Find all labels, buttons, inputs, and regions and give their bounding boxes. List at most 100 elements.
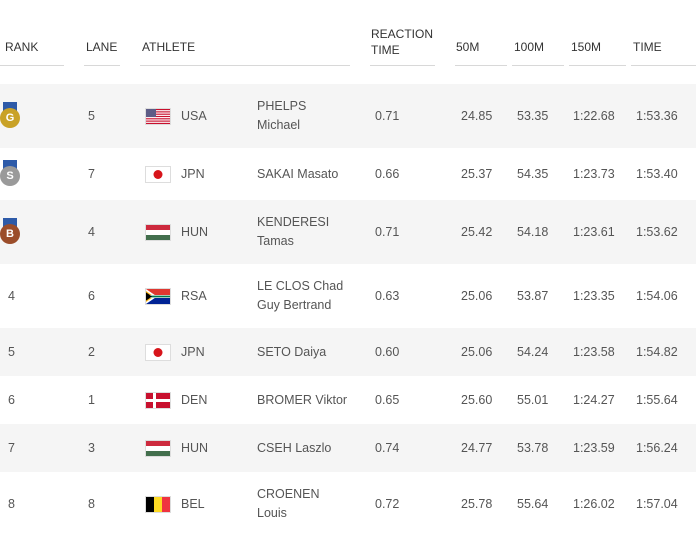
lane-cell: 8 [88,497,95,511]
header-divider [0,65,64,66]
rank-cell: 5 [8,345,15,359]
lane-cell: 6 [88,289,95,303]
split-150m-cell: 1:23.73 [573,167,615,181]
header-divider [569,65,626,66]
split-50m-cell: 25.78 [461,497,493,511]
table-row: 8 8 BEL CROENEN Louis 0.72 25.78 55.64 1:26.02 1:… [0,472,696,536]
header-divider [140,65,350,66]
flag-jpn-icon [145,166,171,183]
lane-cell: 1 [88,393,95,407]
athlete-name-line2: Louis [257,506,287,520]
col-time-header: TIME [633,40,662,54]
rank-cell: 6 [8,393,15,407]
split-100m-cell: 54.24 [517,345,549,359]
athlete-name-line1: CROENEN [257,487,320,501]
split-50m-cell: 25.06 [461,289,493,303]
medal-ribbon-icon [3,102,17,111]
flag-den-icon [145,392,171,409]
lane-cell: 5 [88,109,95,123]
rank-cell: 8 [8,497,15,511]
rank-cell: 4 [8,289,15,303]
col-100m-header: 100M [514,40,545,54]
medal-icon: S [0,166,20,186]
header-divider [512,65,564,66]
table-row: B 4 HUN KENDERESI Tamas 0.71 25.42 54.18 1:23.61… [0,200,696,264]
flag-jpn-icon [145,344,171,361]
header-divider [455,65,507,66]
split-50m-cell: 25.06 [461,345,493,359]
col-reaction-header-line1: REACTION [371,27,434,41]
table-row: 4 6 RSA LE CLOS Chad Guy Bertrand 0.63 25.06 53… [0,264,696,328]
split-150m-cell: 1:23.61 [573,225,615,239]
country-code-cell: JPN [181,345,205,359]
athlete-name: BROMER Viktor [257,393,348,407]
final-time-cell: 1:53.36 [636,109,678,123]
country-code-cell: HUN [181,225,209,239]
lane-cell: 2 [88,345,95,359]
header-divider [84,65,120,66]
split-100m-cell: 53.78 [517,441,549,455]
split-100m-cell: 54.18 [517,225,549,239]
split-150m-cell: 1:23.35 [573,289,615,303]
table-row: 7 3 HUN CSEH Laszlo 0.74 24.77 53.78 1:23.59 1:5… [0,424,696,472]
lane-cell: 3 [88,441,95,455]
reaction-time-cell: 0.63 [375,289,400,303]
flag-usa-icon [145,108,171,125]
split-150m-cell: 1:24.27 [573,393,615,407]
final-time-cell: 1:53.62 [636,225,678,239]
results-table-header: RANK LANE ATHLETE REACTION TIME 50M 100M… [0,0,696,66]
reaction-time-cell: 0.71 [375,109,400,123]
split-50m-cell: 25.42 [461,225,493,239]
flag-hun-icon [145,224,171,241]
rank-cell: 7 [8,441,15,455]
col-rank-header: RANK [5,40,39,54]
reaction-time-cell: 0.66 [375,167,400,181]
athlete-name-line1: KENDERESI [257,215,330,229]
athlete-name: CSEH Laszlo [257,441,332,455]
athlete-name-line2: Guy Bertrand [257,298,332,312]
lane-cell: 4 [88,225,95,239]
country-code-cell: USA [181,109,207,123]
athlete-name-line2: Tamas [257,234,294,248]
country-code-cell: HUN [181,441,209,455]
reaction-time-cell: 0.74 [375,441,400,455]
split-150m-cell: 1:26.02 [573,497,615,511]
flag-bel-icon [145,496,171,513]
athlete-name-line1: PHELPS [257,99,307,113]
split-100m-cell: 55.64 [517,497,549,511]
medal-ribbon-icon [3,160,17,169]
split-50m-cell: 25.60 [461,393,493,407]
final-time-cell: 1:54.82 [636,345,678,359]
reaction-time-cell: 0.72 [375,497,400,511]
col-50m-header: 50M [456,40,480,54]
table-row: 6 1 DEN BROMER Viktor 0.65 25.60 55.01 1:24.27 1… [0,376,696,424]
col-athlete-header: ATHLETE [142,40,196,54]
athlete-name: SAKAI Masato [257,167,339,181]
country-code-cell: JPN [181,167,205,181]
split-100m-cell: 55.01 [517,393,549,407]
split-50m-cell: 25.37 [461,167,493,181]
col-reaction-header-line2: TIME [371,43,400,57]
split-150m-cell: 1:23.59 [573,441,615,455]
table-row: G 5 USA PHELPS Michael 0.71 24.85 53.35 1:22.68 1… [0,84,696,148]
final-time-cell: 1:53.40 [636,167,678,181]
final-time-cell: 1:56.24 [636,441,678,455]
split-150m-cell: 1:22.68 [573,109,615,123]
final-time-cell: 1:55.64 [636,393,678,407]
final-time-cell: 1:54.06 [636,289,678,303]
reaction-time-cell: 0.60 [375,345,400,359]
split-150m-cell: 1:23.58 [573,345,615,359]
medal-ribbon-icon [3,218,17,227]
header-divider [631,65,696,66]
header-divider [370,65,435,66]
split-100m-cell: 53.35 [517,109,549,123]
reaction-time-cell: 0.71 [375,225,400,239]
split-100m-cell: 53.87 [517,289,549,303]
split-50m-cell: 24.85 [461,109,493,123]
split-100m-cell: 54.35 [517,167,549,181]
country-code-cell: DEN [181,393,208,407]
athlete-name: SETO Daiya [257,345,327,359]
medal-icon: G [0,108,20,128]
flag-rsa-icon [145,288,171,305]
col-150m-header: 150M [571,40,602,54]
